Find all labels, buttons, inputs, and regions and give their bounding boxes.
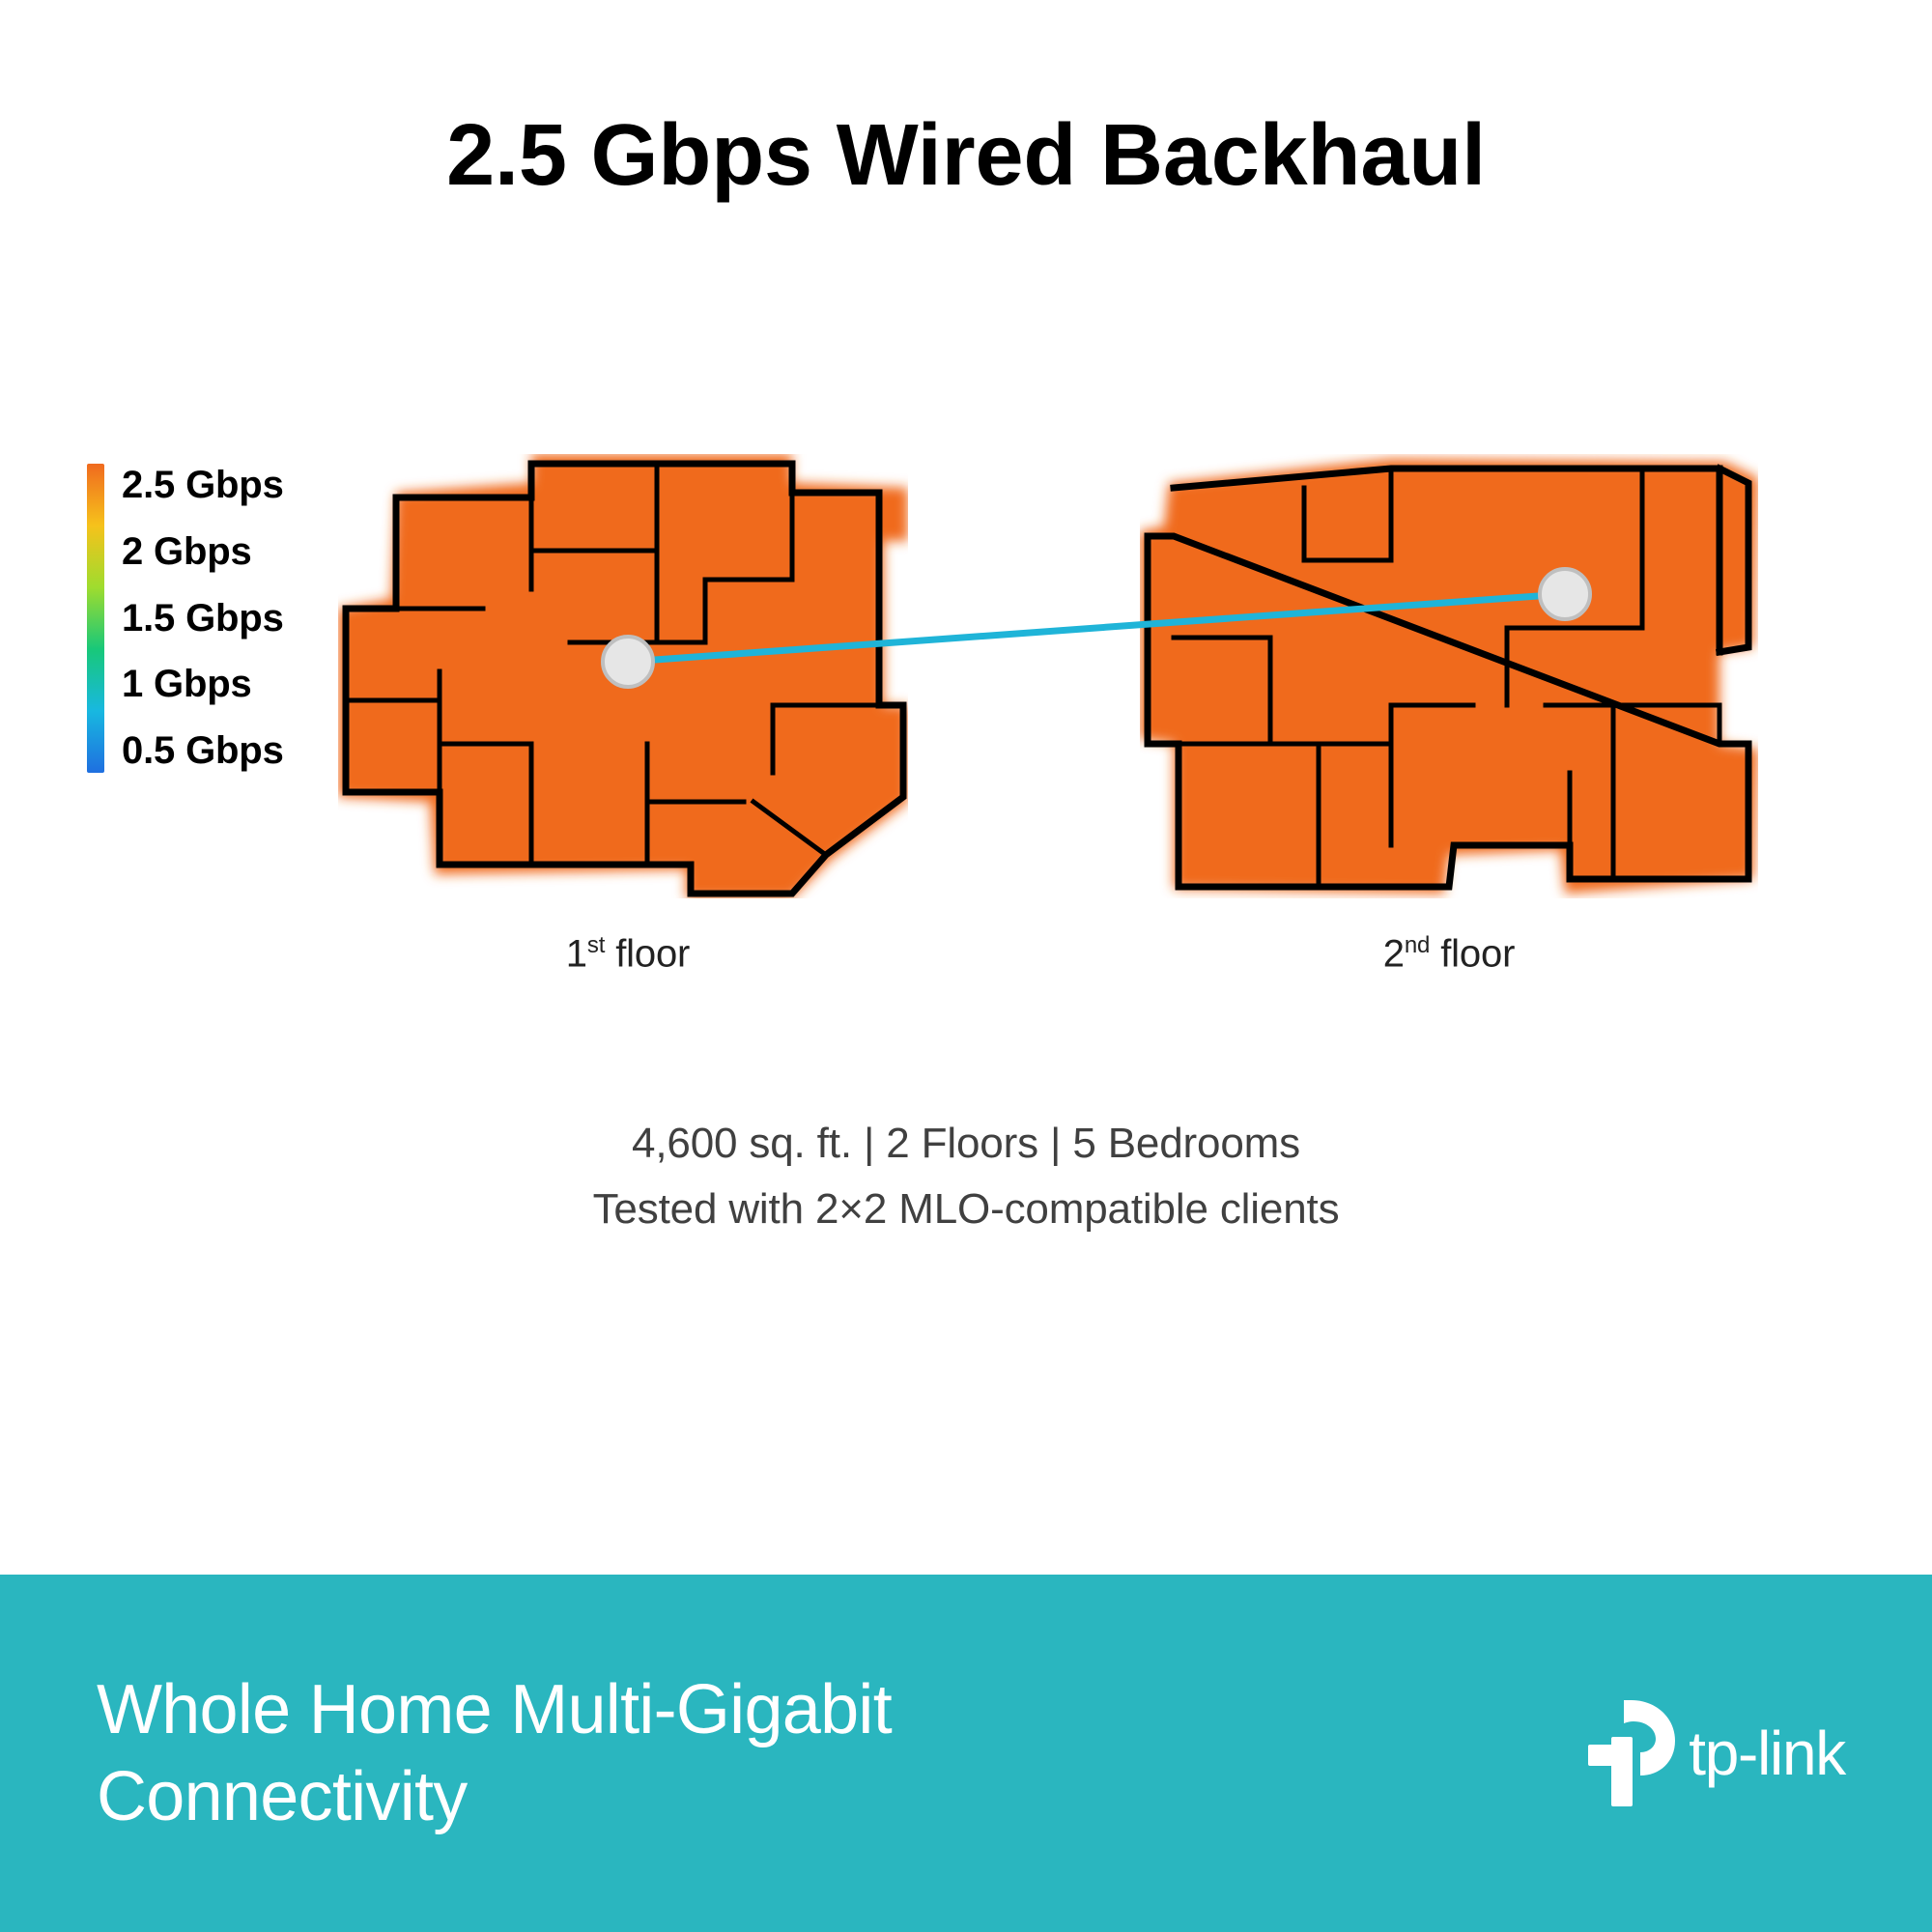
legend-label: 0.5 Gbps <box>122 729 284 773</box>
brand-logo: tp-link <box>1588 1700 1845 1806</box>
mesh-node-floor1 <box>601 635 655 689</box>
floor2-label: 2nd floor <box>1323 932 1575 976</box>
speed-legend: 2.5 Gbps 2 Gbps 1.5 Gbps 1 Gbps 0.5 Gbps <box>87 464 284 773</box>
brand-logo-text: tp-link <box>1689 1718 1845 1789</box>
floor1-label: 1st floor <box>502 932 753 976</box>
footer-banner: Whole Home Multi-Gigabit Connectivity tp… <box>0 1575 1932 1932</box>
floorplan-2 <box>1140 454 1758 898</box>
legend-label: 1 Gbps <box>122 663 284 706</box>
tp-link-logo-icon <box>1588 1700 1675 1806</box>
legend-gradient-bar <box>87 464 104 773</box>
floor2-svg <box>1140 454 1758 898</box>
test-conditions: 4,600 sq. ft. | 2 Floors | 5 Bedrooms Te… <box>0 1111 1932 1242</box>
legend-label: 2 Gbps <box>122 530 284 574</box>
info-line-2: Tested with 2×2 MLO-compatible clients <box>0 1177 1932 1242</box>
floor2-heatmap <box>1140 459 1758 894</box>
legend-labels: 2.5 Gbps 2 Gbps 1.5 Gbps 1 Gbps 0.5 Gbps <box>122 464 284 773</box>
legend-label: 2.5 Gbps <box>122 464 284 507</box>
info-line-1: 4,600 sq. ft. | 2 Floors | 5 Bedrooms <box>0 1111 1932 1177</box>
page-title: 2.5 Gbps Wired Backhaul <box>0 106 1932 206</box>
footer-title: Whole Home Multi-Gigabit Connectivity <box>97 1666 1256 1840</box>
coverage-diagram: 2.5 Gbps 2 Gbps 1.5 Gbps 1 Gbps 0.5 Gbps <box>0 454 1932 1130</box>
legend-label: 1.5 Gbps <box>122 597 284 640</box>
mesh-node-floor2 <box>1538 567 1592 621</box>
